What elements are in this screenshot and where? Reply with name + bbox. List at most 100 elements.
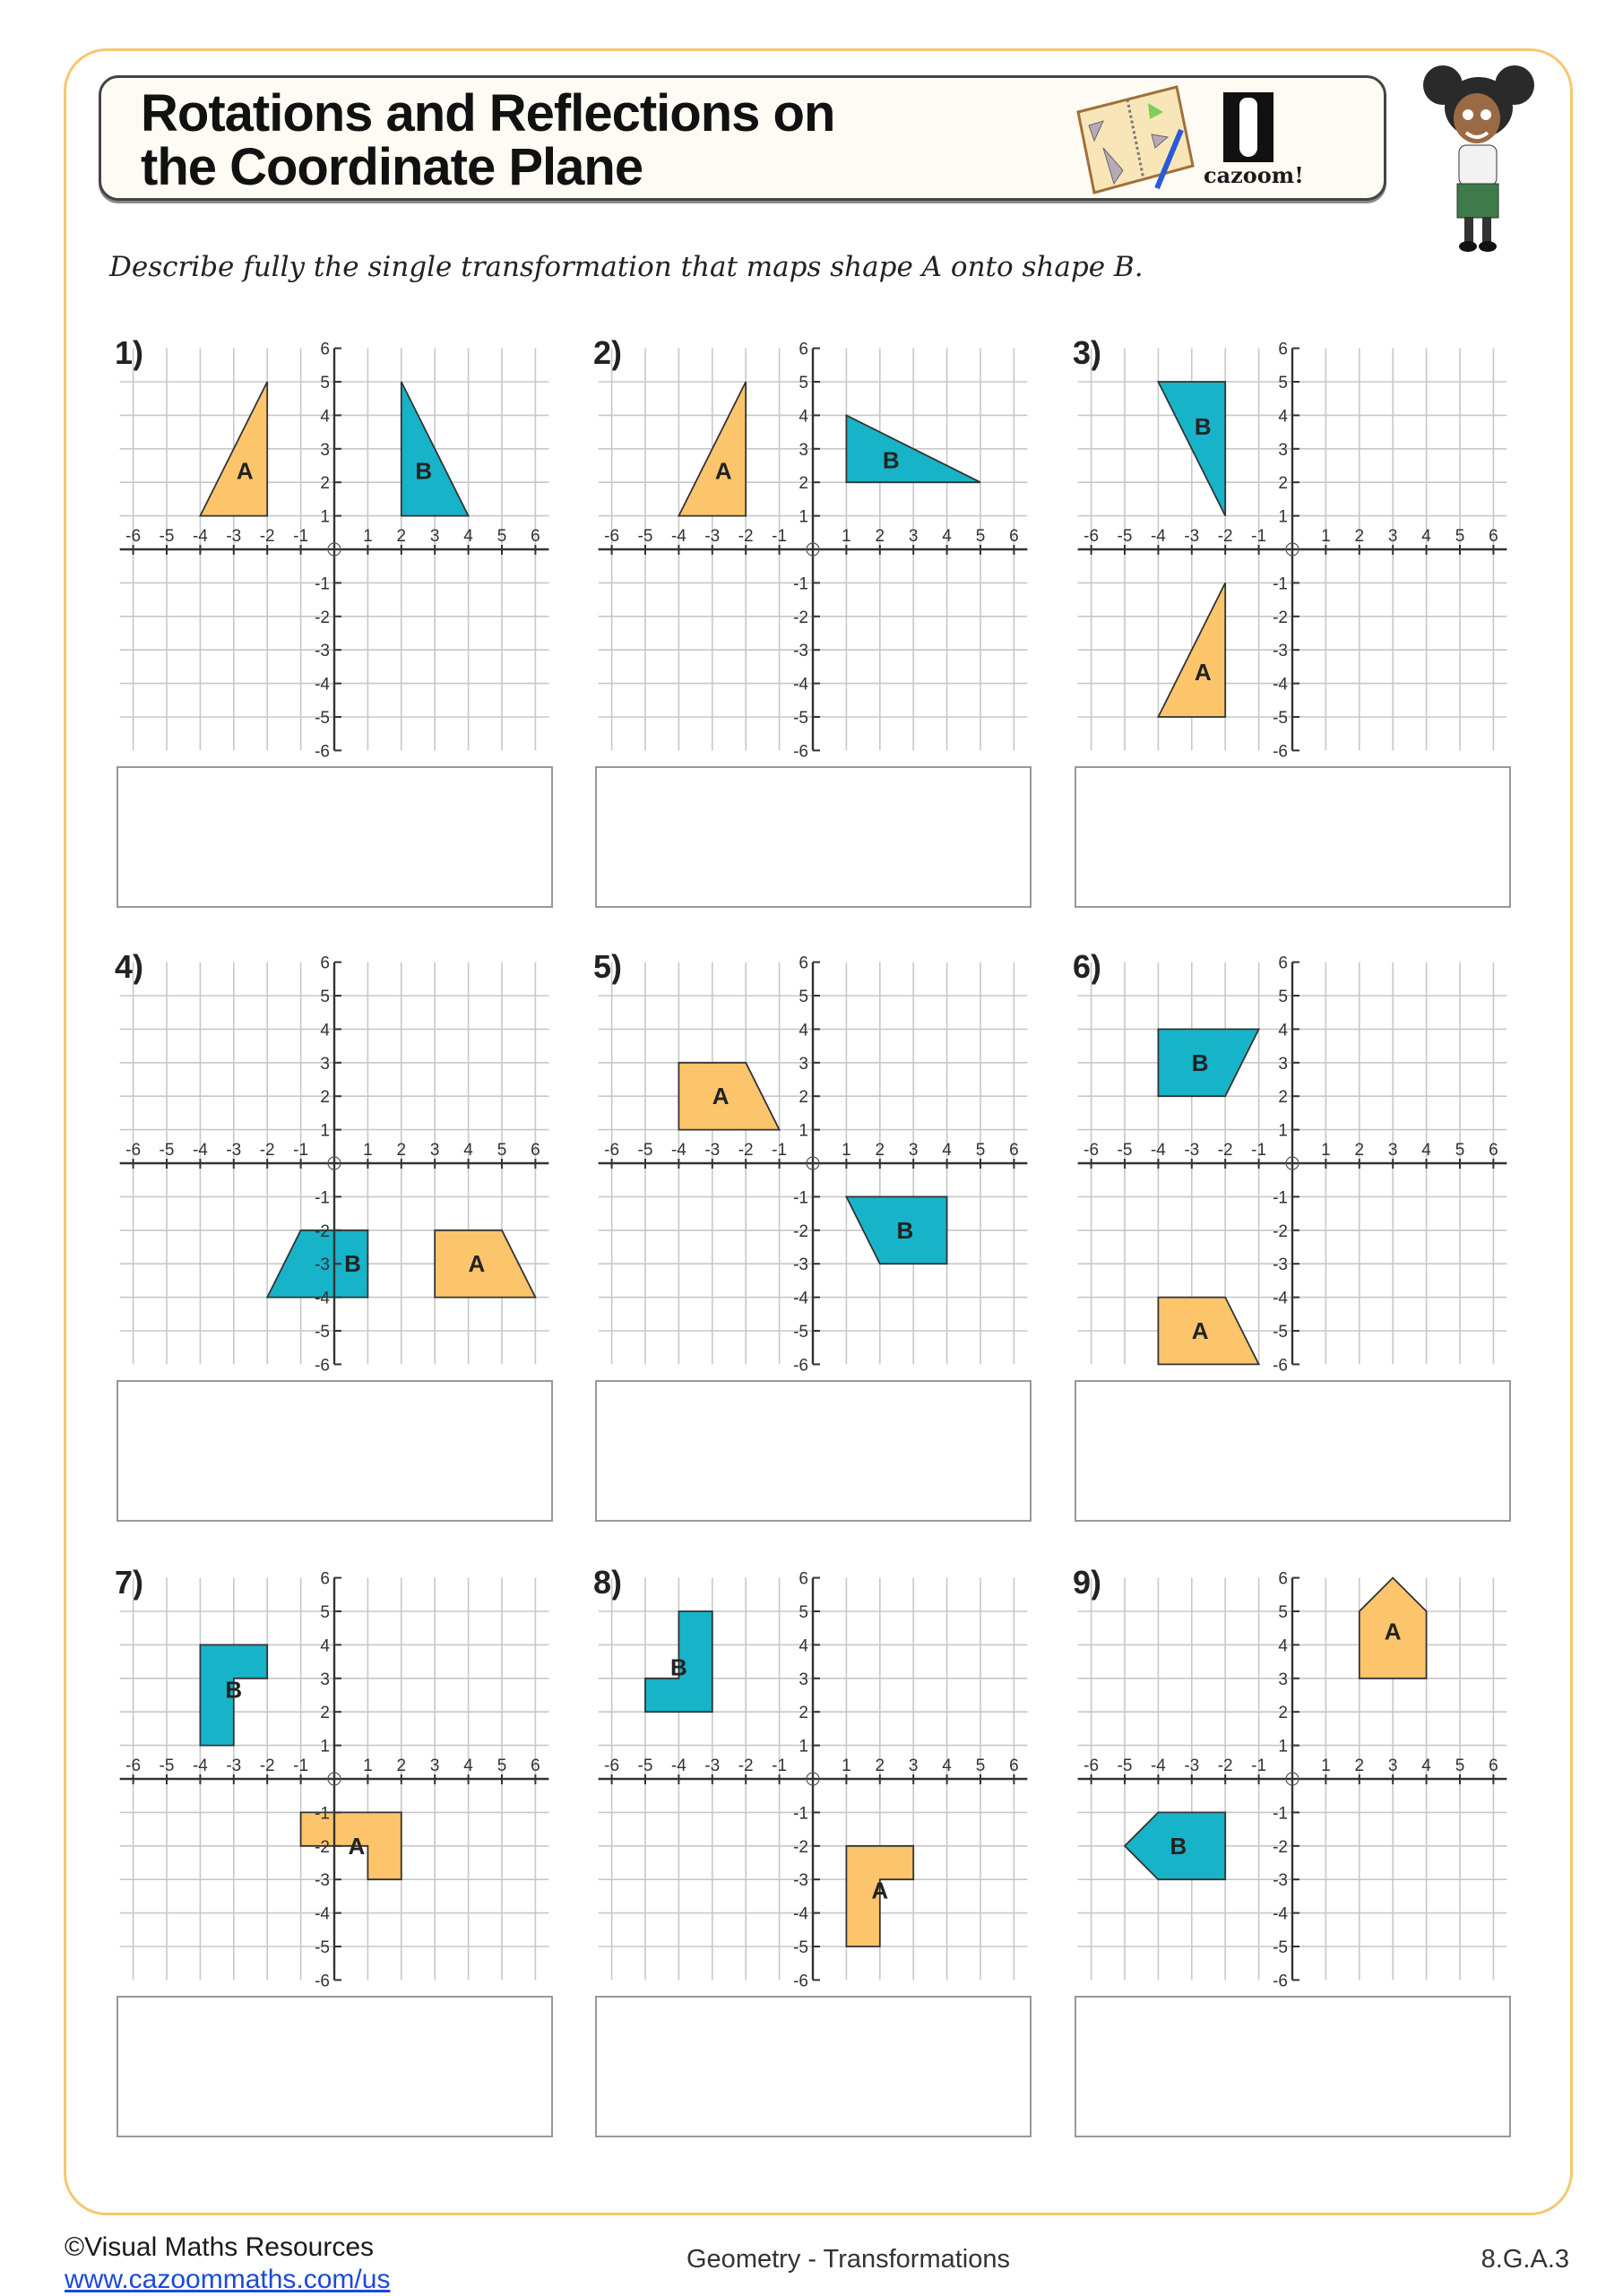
x-tick-label: 1 [363,1141,373,1160]
y-tick-label: 1 [320,1738,330,1757]
shape-b [199,1644,269,1747]
x-tick-label: 3 [430,527,440,546]
shape-a [1156,582,1227,718]
title-line-1: Rotations and Reflections on [141,84,835,142]
logo-text: cazoom! [1204,162,1304,188]
x-tick-label: 5 [976,1757,986,1775]
y-tick-label: -5 [1273,1938,1288,1957]
y-tick-label: 1 [320,1122,330,1141]
answer-box[interactable] [1075,1996,1511,2137]
cazoom-logo: cazoom! [1204,92,1304,191]
y-tick-label: 4 [1278,1636,1288,1655]
y-tick-label: -4 [315,1290,330,1308]
y-tick-label: -2 [793,609,808,627]
x-tick-label: 2 [876,527,885,546]
y-tick-label: -5 [793,709,808,728]
y-tick-label: -4 [1273,676,1288,695]
y-tick-label: -3 [315,1256,330,1274]
y-tick-label: 5 [1278,1603,1288,1622]
x-tick-label: -6 [125,1757,141,1775]
x-tick-label: -3 [704,527,720,546]
origin-marker [327,1772,341,1786]
y-tick-label: -4 [1273,1905,1288,1924]
x-tick-label: -1 [293,1757,308,1775]
shape-b [265,1229,369,1299]
x-tick-label: 1 [363,527,373,546]
y-tick-label: 6 [799,954,808,973]
shape-label: A [469,1250,486,1277]
answer-box[interactable] [117,766,553,908]
x-tick-label: -4 [671,527,686,546]
shape-a [1157,1296,1261,1366]
answer-box[interactable] [117,1380,553,1522]
y-tick-label: -5 [1273,709,1288,728]
y-tick-label: 2 [799,474,808,493]
y-tick-label: -5 [315,1323,330,1342]
y-tick-label: 2 [799,1704,808,1722]
y-tick-label: -1 [793,574,808,593]
x-tick-label: -5 [638,1757,653,1775]
y-tick-label: 6 [320,341,330,359]
x-tick-label: -2 [1218,1757,1233,1775]
y-tick-label: -2 [315,609,330,627]
answer-box[interactable] [595,1380,1032,1522]
y-tick-label: -3 [793,642,808,660]
y-tick-label: -5 [1273,1323,1288,1342]
answer-box[interactable] [117,1996,553,2137]
y-tick-label: 4 [799,1636,808,1655]
y-tick-label: -5 [315,709,330,728]
x-tick-label: -3 [704,1141,720,1160]
x-tick-label: -3 [226,1757,241,1775]
shape-b [644,1610,713,1713]
y-tick-label: -6 [1273,1356,1288,1375]
y-tick-label: -4 [793,1290,808,1308]
y-tick-label: -2 [315,1222,330,1241]
x-tick-label: -5 [638,527,653,546]
shape-a [677,381,747,517]
answer-box[interactable] [595,766,1032,908]
instruction-text: Describe fully the single transformation… [109,251,1144,283]
y-tick-label: -6 [793,742,808,761]
y-tick-label: 1 [1278,508,1288,527]
y-tick-label: 5 [1278,374,1288,393]
x-tick-label: -4 [1151,527,1166,546]
y-tick-label: 1 [320,508,330,527]
x-tick-label: -6 [125,527,141,546]
website-link[interactable]: www.cazoommaths.com/us [65,2265,391,2294]
x-tick-label: -1 [1251,1141,1266,1160]
footer-copyright-block: ©Visual Maths Resources www.cazoommaths.… [65,2231,390,2296]
y-tick-label: 3 [320,441,330,460]
y-tick-label: 2 [1278,1088,1288,1107]
shape-label: A [237,458,254,485]
x-tick-label: 1 [1321,1757,1331,1775]
y-tick-label: -1 [1273,574,1288,593]
y-tick-label: 6 [1278,341,1288,359]
x-tick-label: -2 [1218,1141,1233,1160]
shape-b [845,413,981,484]
answer-box[interactable] [1075,766,1511,908]
x-tick-label: 6 [531,1141,540,1160]
y-tick-label: -2 [793,1222,808,1241]
coordinate-grid: A B -6 -5 -4 -3 -2 -1 1 2 3 4 5 6 -6 -5 -4 -3 -2 -1 1 2 3 4 5 6 [598,1570,1028,1990]
x-tick-label: 1 [842,1141,851,1160]
x-tick-label: 2 [397,1757,407,1775]
y-tick-label: 6 [320,954,330,973]
x-tick-label: -5 [638,1141,653,1160]
answer-box[interactable] [1075,1380,1511,1522]
page-title: Rotations and Reflections on the Coordin… [141,84,835,194]
answer-box[interactable] [595,1996,1032,2137]
question-number: 5) [593,948,623,985]
x-tick-label: -1 [293,527,308,546]
question-number: 8) [593,1564,623,1601]
y-tick-label: -3 [1273,642,1288,660]
x-tick-label: -6 [1083,527,1099,546]
x-tick-label: -6 [125,1141,141,1160]
x-tick-label: -2 [738,527,754,546]
x-tick-label: 6 [531,1757,540,1775]
x-tick-label: 4 [463,1141,473,1160]
shape-label: B [1195,413,1212,440]
problem-6: 6) A B -6 -5 -4 -3 -2 -1 1 2 3 4 5 6 -6 -5 -4 -3 -2 -1 1 2 3 4 5 6 [1059,930,1538,1544]
x-tick-label: -6 [604,1757,619,1775]
y-tick-label: -4 [793,676,808,695]
y-tick-label: -3 [315,642,330,660]
